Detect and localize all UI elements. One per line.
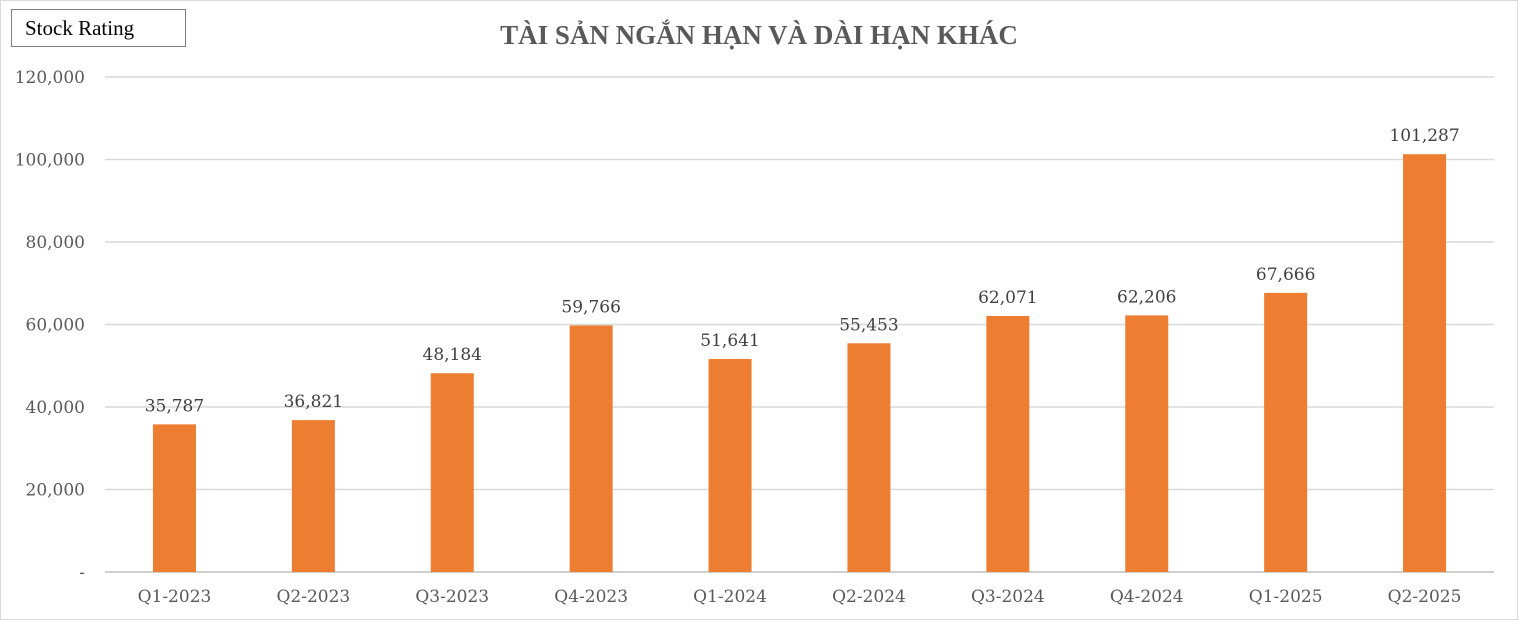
y-tick-label: 20,000	[26, 481, 85, 501]
bar	[1264, 292, 1308, 572]
bar	[1403, 154, 1447, 572]
chart-title: TÀI SẢN NGẮN HẠN VÀ DÀI HẠN KHÁC	[500, 19, 1018, 50]
y-tick-label: 40,000	[26, 398, 85, 418]
x-tick-label: Q4-2024	[1110, 587, 1184, 607]
grid-layer: - 20,000 40,000 60,000 80,000 100,000 120,000	[15, 68, 1494, 583]
x-tick-label: Q1-2024	[693, 587, 767, 607]
x-tick-label: Q2-2024	[832, 587, 906, 607]
y-tick-label: 80,000	[26, 233, 85, 253]
x-tick-label: Q1-2025	[1249, 587, 1323, 607]
data-label: 62,206	[1117, 287, 1176, 307]
data-label: 48,184	[423, 345, 482, 365]
bar	[291, 420, 335, 572]
y-tick-label: 120,000	[15, 68, 85, 88]
bar-layer	[152, 154, 1447, 572]
x-tick-label: Q2-2025	[1388, 587, 1462, 607]
bar	[986, 315, 1030, 572]
bar	[569, 325, 613, 572]
y-tick-label: 60,000	[26, 316, 85, 336]
y-tick-label: 100,000	[15, 151, 85, 171]
bar	[430, 373, 474, 572]
label-layer: 35,787 Q1-2023 36,821 Q2-2023 48,184 Q3-2023 5…	[138, 126, 1462, 607]
bar	[708, 358, 752, 572]
x-tick-label: Q2-2023	[276, 587, 350, 607]
data-label: 35,787	[145, 396, 204, 416]
data-label: 101,287	[1389, 126, 1459, 146]
y-tick-label: -	[79, 563, 85, 583]
x-tick-label: Q3-2024	[971, 587, 1045, 607]
data-label: 62,071	[978, 288, 1037, 308]
x-tick-label: Q1-2023	[138, 587, 212, 607]
data-label: 67,666	[1256, 265, 1315, 285]
data-label: 59,766	[561, 297, 620, 317]
x-tick-label: Q4-2023	[554, 587, 628, 607]
bar	[847, 343, 891, 572]
x-tick-label: Q3-2023	[415, 587, 489, 607]
data-label: 36,821	[284, 392, 343, 412]
stock-rating-badge: Stock Rating	[11, 9, 186, 47]
bar	[152, 424, 196, 572]
bar	[1125, 315, 1169, 572]
data-label: 51,641	[700, 331, 759, 351]
data-label: 55,453	[839, 315, 898, 335]
